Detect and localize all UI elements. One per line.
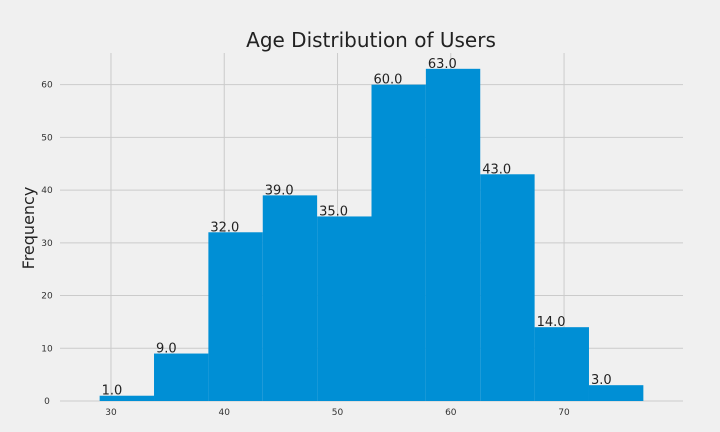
y-tick-label: 30: [41, 239, 53, 249]
bar-data-label: 14.0: [537, 315, 566, 330]
bar-data-label: 60.0: [374, 73, 403, 88]
bar-data-labels: 1.0 9.0 32.0 39.0 35.0 60.0 63.0 43.0 14.0 3.0: [102, 57, 612, 399]
y-axis-ticks: 0 10 20 30 40 50 60: [41, 81, 53, 407]
y-tick-label: 0: [44, 397, 50, 407]
x-tick-label: 60: [445, 408, 457, 418]
histogram-bar: [371, 84, 426, 402]
bar-data-label: 9.0: [156, 342, 177, 357]
y-tick-label: 50: [41, 133, 53, 143]
histogram-bar: [425, 68, 481, 402]
histogram-bar: [262, 195, 318, 401]
x-tick-label: 50: [332, 408, 344, 418]
bar-data-label: 43.0: [482, 162, 511, 177]
bar-data-label: 63.0: [428, 57, 457, 72]
y-tick-label: 60: [41, 81, 53, 91]
histogram-bar: [208, 232, 263, 401]
x-tick-label: 40: [219, 408, 231, 418]
bar-data-label: 32.0: [210, 220, 239, 235]
bar-data-label: 3.0: [591, 373, 612, 388]
y-axis-label: Frequency: [19, 187, 38, 270]
y-tick-label: 20: [41, 292, 53, 302]
histogram-bar: [154, 353, 209, 401]
bar-data-label: 39.0: [265, 183, 294, 198]
chart-title: Age Distribution of Users: [246, 28, 496, 52]
bars: [99, 68, 644, 402]
histogram-bar: [317, 216, 372, 401]
histogram-bar: [99, 395, 155, 401]
bar-data-label: 1.0: [102, 384, 123, 399]
x-axis-ticks: 30 40 50 60 70: [105, 408, 570, 418]
bar-data-label: 35.0: [319, 204, 348, 219]
x-tick-label: 30: [105, 408, 117, 418]
x-tick-label: 70: [558, 408, 570, 418]
histogram-bar: [534, 327, 589, 401]
histogram-bar: [588, 385, 644, 401]
histogram-bar: [480, 174, 535, 401]
y-tick-label: 40: [41, 186, 53, 196]
y-tick-label: 10: [41, 344, 53, 354]
